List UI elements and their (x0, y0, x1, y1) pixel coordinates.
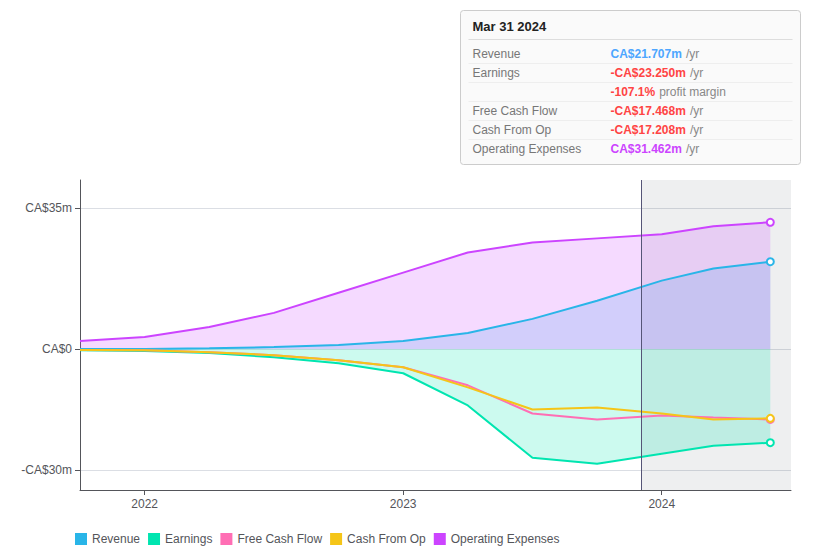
svg-text:CA$0: CA$0 (42, 342, 72, 356)
svg-text:Revenue: Revenue (92, 532, 140, 546)
svg-text:Cash From Op: Cash From Op (347, 532, 426, 546)
svg-text:Free Cash Flow: Free Cash Flow (473, 104, 558, 118)
svg-text:Operating Expenses: Operating Expenses (451, 532, 560, 546)
svg-text:/yr: /yr (690, 123, 703, 137)
svg-text:-CA$23.250m: -CA$23.250m (611, 66, 686, 80)
svg-text:CA$21.707m: CA$21.707m (611, 47, 682, 61)
svg-text:CA$31.462m: CA$31.462m (611, 142, 682, 156)
svg-text:-107.1%: -107.1% (611, 85, 656, 99)
svg-text:profit margin: profit margin (659, 85, 726, 99)
svg-text:2024: 2024 (648, 497, 675, 511)
svg-text:/yr: /yr (686, 47, 699, 61)
svg-text:Mar 31 2024: Mar 31 2024 (473, 19, 547, 34)
svg-text:CA$35m: CA$35m (25, 201, 72, 215)
svg-text:/yr: /yr (686, 142, 699, 156)
svg-text:2023: 2023 (390, 497, 417, 511)
svg-text:Operating Expenses: Operating Expenses (473, 142, 582, 156)
svg-text:-CA$30m: -CA$30m (21, 463, 72, 477)
svg-text:/yr: /yr (690, 104, 703, 118)
svg-text:-CA$17.208m: -CA$17.208m (611, 123, 686, 137)
svg-text:Cash From Op: Cash From Op (473, 123, 552, 137)
svg-text:Earnings: Earnings (165, 532, 212, 546)
svg-text:Earnings: Earnings (473, 66, 520, 80)
svg-text:/yr: /yr (690, 66, 703, 80)
svg-text:Revenue: Revenue (473, 47, 521, 61)
svg-text:Free Cash Flow: Free Cash Flow (237, 532, 322, 546)
svg-text:-CA$17.468m: -CA$17.468m (611, 104, 686, 118)
svg-text:2022: 2022 (131, 497, 158, 511)
